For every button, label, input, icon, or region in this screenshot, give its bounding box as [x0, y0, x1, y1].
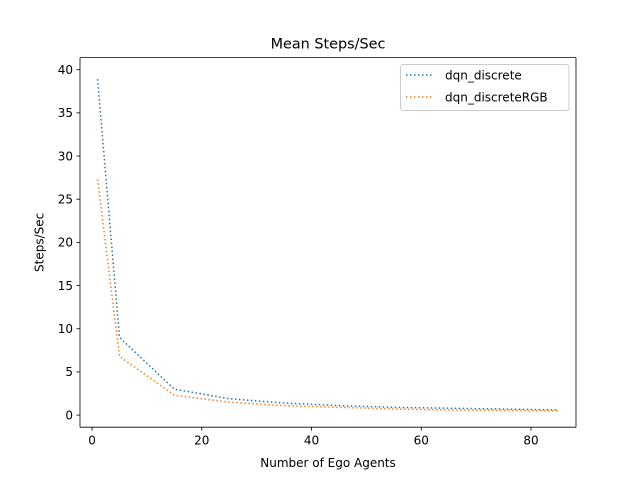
x-tick-label: 40 — [304, 434, 319, 448]
y-axis-ticks: 0 5 10 15 20 25 30 35 40 — [58, 63, 80, 422]
x-axis-ticks: 0 20 40 60 80 — [88, 427, 539, 448]
y-tick-label: 40 — [58, 63, 73, 77]
chart-title: Mean Steps/Sec — [271, 37, 386, 53]
y-tick-label: 20 — [58, 236, 73, 250]
y-tick-label: 35 — [58, 106, 73, 120]
series-line-dqn_discreteRGB — [96, 179, 559, 412]
legend: dqn_discrete dqn_discreteRGB — [400, 64, 570, 111]
legend-label-dqn-discreteRGB: dqn_discreteRGB — [445, 91, 548, 105]
y-tick-label: 30 — [58, 149, 73, 163]
axes-frame — [79, 57, 577, 428]
x-tick-label: 60 — [414, 434, 429, 448]
y-tick-label: 10 — [58, 322, 73, 336]
series-line-dqn_discrete — [96, 79, 559, 411]
y-tick-label: 15 — [58, 279, 73, 293]
plot-area — [80, 57, 576, 428]
y-tick-label: 5 — [65, 365, 73, 379]
x-axis-label: Number of Ego Agents — [260, 456, 396, 470]
legend-label-dqn-discrete: dqn_discrete — [445, 69, 522, 83]
x-tick-label: 0 — [88, 434, 96, 448]
y-tick-label: 0 — [65, 408, 73, 422]
legend-box — [400, 64, 570, 111]
x-tick-label: 80 — [523, 434, 538, 448]
y-axis-label: Steps/Sec — [33, 213, 47, 272]
y-tick-label: 25 — [58, 193, 73, 207]
series-lines — [96, 79, 559, 412]
x-tick-label: 20 — [194, 434, 209, 448]
